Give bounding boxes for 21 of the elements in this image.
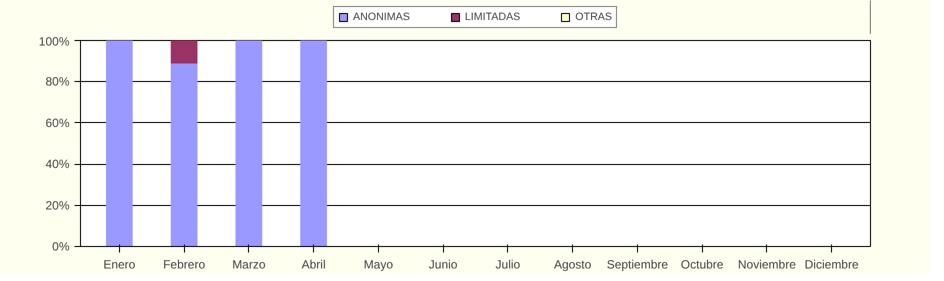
x-tick-label: Octubre	[680, 258, 724, 272]
y-tick-label: 80%	[45, 74, 70, 89]
x-tick-label: Agosto	[554, 258, 592, 272]
legend-label: ANONIMAS	[352, 11, 410, 23]
y-tick-label: 40%	[45, 157, 70, 172]
x-tick-label: Mayo	[364, 258, 394, 272]
y-tick-label: 100%	[38, 34, 70, 48]
x-tick-label: Junio	[428, 258, 458, 272]
x-tick-label: Marzo	[232, 258, 266, 272]
legend-label: OTRAS	[575, 11, 612, 23]
x-tick-label: Abril	[302, 258, 326, 272]
x-tick-label: Febrero	[163, 258, 206, 272]
x-tick-label: Septiembre	[606, 258, 668, 272]
legend-label: LIMITADAS	[464, 11, 520, 23]
x-tick-label: Enero	[103, 258, 136, 272]
x-tick-label: Julio	[496, 258, 521, 272]
x-tick-label: Noviembre	[738, 258, 796, 272]
y-tick-label: 0%	[52, 240, 70, 254]
y-tick-label: 20%	[45, 198, 70, 212]
x-tick-label: Diciembre	[804, 258, 859, 272]
y-tick-label: 60%	[45, 116, 70, 130]
